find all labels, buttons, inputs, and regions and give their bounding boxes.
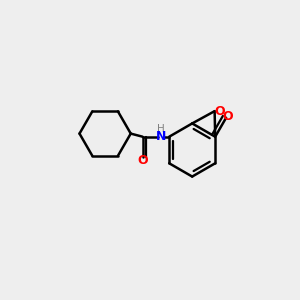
Text: O: O	[222, 110, 233, 123]
Text: H: H	[158, 124, 165, 134]
Text: O: O	[214, 105, 225, 118]
Text: O: O	[137, 154, 148, 167]
Text: N: N	[156, 130, 167, 143]
